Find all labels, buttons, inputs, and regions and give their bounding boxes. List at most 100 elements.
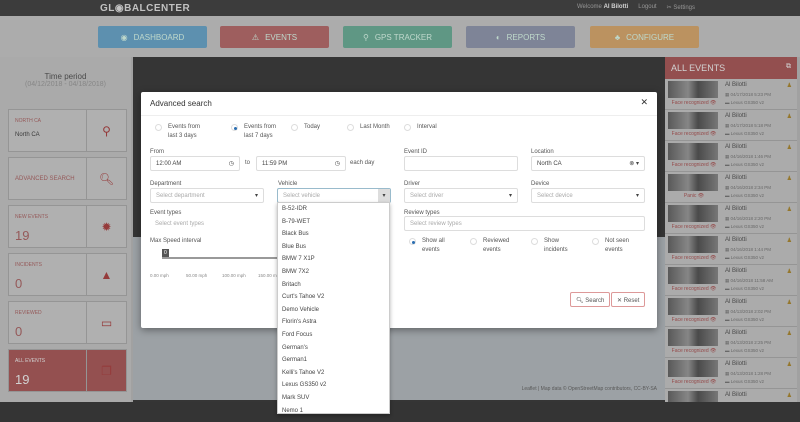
search-icon[interactable]: 🔍︎ xyxy=(86,158,126,199)
to-time-input[interactable]: 11:59 PM ◷ xyxy=(256,156,346,171)
event-thumbnail[interactable] xyxy=(668,236,718,253)
eye-icon[interactable]: 👁︎ xyxy=(708,348,717,354)
radio-button[interactable] xyxy=(470,238,477,245)
event-thumbnail[interactable] xyxy=(668,205,718,222)
vehicle-option[interactable]: German's xyxy=(282,344,308,351)
vehicle-option[interactable]: Kelli's Tahoe V2 xyxy=(282,369,325,376)
close-icon[interactable]: ✕ xyxy=(640,97,648,107)
review-filter-radio[interactable]: Show all events xyxy=(409,237,454,255)
vehicle-option[interactable]: B-52-IDR xyxy=(282,206,308,212)
nav-events[interactable]: ⚠ EVENTS xyxy=(220,26,329,48)
event-thumbnail[interactable] xyxy=(668,298,718,315)
radio-button[interactable] xyxy=(592,238,599,245)
device-select[interactable]: Select device ▾ xyxy=(531,188,645,203)
event-list-item[interactable]: Panic 👁︎ Al Bilotti ▦ 04/16/2018 2:34 PM ▬ … xyxy=(665,172,797,203)
map-attribution[interactable]: Leaflet | Map data © OpenStreetMap contr… xyxy=(521,386,657,392)
radio-button[interactable] xyxy=(291,124,298,131)
logout-link[interactable]: Logout xyxy=(638,4,657,10)
event-list-item[interactable]: Face recognized 👁︎ Al Bilotti ▦ 04/16/2018… xyxy=(665,234,797,265)
vehicle-option[interactable]: Curt's Tahoe V2 xyxy=(282,294,325,301)
review-filter-radio[interactable]: Reviewed events xyxy=(470,237,515,255)
folder-icon[interactable]: ❐ xyxy=(86,350,126,391)
sidebar-card-new-events[interactable]: NEW EVENTS 19 ✹ xyxy=(8,205,127,248)
radio-button[interactable] xyxy=(404,124,411,131)
eye-icon[interactable]: 👁︎ xyxy=(708,100,717,106)
vehicle-option[interactable]: Florin's Astra xyxy=(282,319,317,326)
event-thumbnail[interactable] xyxy=(668,112,718,129)
period-radio[interactable]: Events from last 7 days xyxy=(231,123,284,141)
clock-icon[interactable]: ◷ xyxy=(228,161,234,167)
period-radio[interactable]: Interval xyxy=(404,123,457,132)
time-period-range[interactable]: (04/12/2018 - 04/18/2018) xyxy=(25,81,106,88)
sidebar-card-reviewed[interactable]: REVIEWED 0 ▭ xyxy=(8,301,127,344)
event-list-item[interactable]: Face recognized 👁︎ Al Bilotti ▦ 04/17/2018… xyxy=(665,110,797,141)
eye-icon[interactable]: 👁︎ xyxy=(708,286,717,292)
vehicle-option[interactable]: German1 xyxy=(282,357,308,364)
vehicle-option[interactable]: BMW 7X2 xyxy=(282,268,310,275)
period-radio[interactable]: Events from last 3 days xyxy=(155,123,208,141)
radio-button[interactable] xyxy=(409,238,416,245)
period-radio[interactable]: Today xyxy=(291,123,344,132)
vehicle-option[interactable]: Mark SUV xyxy=(282,394,310,401)
alert-badge-icon[interactable]: ✹ xyxy=(86,206,126,247)
event-types-input[interactable]: Select event types xyxy=(150,217,280,232)
event-id-input[interactable] xyxy=(404,156,518,171)
eye-icon[interactable]: 👁︎ xyxy=(708,224,717,230)
vehicle-dropdown-list[interactable]: B-52-IDR B-79-WET Black Bus Blue Bus BMW 7 X… xyxy=(277,202,390,414)
nav-gps-tracker[interactable]: ⚲ GPS TRACKER xyxy=(343,26,452,48)
location-select[interactable]: North CA ⊗ ▾ xyxy=(531,156,645,171)
period-radio[interactable]: Last Month xyxy=(347,123,400,132)
eye-icon[interactable]: 👁︎ xyxy=(696,193,705,199)
card-value[interactable]: North CA xyxy=(15,132,40,138)
vehicle-option[interactable]: B-79-WET xyxy=(282,218,311,225)
eye-icon[interactable]: 👁︎ xyxy=(708,162,717,168)
vehicle-select[interactable]: Select vehicle ▾ xyxy=(277,188,391,203)
event-thumbnail[interactable] xyxy=(668,360,718,377)
sidebar-card-all-events[interactable]: ALL EVENTS 19 ❐ xyxy=(8,349,127,392)
eye-icon[interactable]: 👁︎ xyxy=(708,317,717,323)
vehicle-option[interactable]: Demo Vehicle xyxy=(282,306,320,313)
review-filter-radio[interactable]: Show incidents xyxy=(531,237,576,255)
event-thumbnail[interactable] xyxy=(668,329,718,346)
event-list-item[interactable]: Face recognized 👁︎ Al Bilotti ▦ 04/17/2018… xyxy=(665,79,797,110)
radio-button[interactable] xyxy=(231,124,238,131)
driver-select[interactable]: Select driver ▾ xyxy=(404,188,518,203)
radio-button[interactable] xyxy=(155,124,162,131)
filter-icon[interactable]: ⧉ xyxy=(786,63,791,70)
speed-slider-handle[interactable]: 0 xyxy=(162,249,169,257)
event-list-item[interactable]: Face recognized 👁︎ Al Bilotti ▦ 04/16/2018… xyxy=(665,203,797,234)
event-list-item[interactable]: Face recognized 👁︎ Al Bilotti ▦ 04/13/2018… xyxy=(665,296,797,327)
nav-dashboard[interactable]: ◉ DASHBOARD xyxy=(98,26,207,48)
eye-icon[interactable]: 👁︎ xyxy=(708,131,717,137)
event-list-item[interactable]: Face recognized 👁︎ Al Bilotti ▦ 04/16/2018… xyxy=(665,265,797,296)
monitor-icon[interactable]: ▭ xyxy=(86,302,126,343)
from-time-input[interactable]: 12:00 AM ◷ xyxy=(150,156,240,171)
speed-slider-track[interactable] xyxy=(162,257,277,259)
vehicle-option[interactable]: Blue Bus xyxy=(282,243,307,250)
event-list-item[interactable]: Face recognized 👁︎ Al Bilotti ▦ 04/16/2018… xyxy=(665,141,797,172)
event-thumbnail[interactable] xyxy=(668,143,718,160)
review-filter-radio[interactable]: Not seen events xyxy=(592,237,637,255)
event-list-item[interactable]: Al Bilotti ♟ xyxy=(665,389,797,402)
sidebar-card-north-ca[interactable]: NORTH CA North CA ⚲ xyxy=(8,109,127,152)
vehicle-option[interactable]: Lexus GS350 v2 xyxy=(282,382,327,389)
reset-button[interactable]: ✕ Reset xyxy=(611,292,646,307)
sidebar-card-incidents[interactable]: INCIDENTS 0 ▲ xyxy=(8,253,127,296)
event-list-item[interactable]: Face recognized 👁︎ Al Bilotti ▦ 04/13/2018… xyxy=(665,358,797,389)
eye-icon[interactable]: 👁︎ xyxy=(708,379,717,385)
event-thumbnail[interactable] xyxy=(668,391,718,402)
vehicle-option[interactable]: BMW 7 X1P xyxy=(282,256,315,263)
search-button[interactable]: 🔍︎ Search xyxy=(570,292,611,307)
clock-icon[interactable]: ◷ xyxy=(334,161,340,167)
radio-button[interactable] xyxy=(531,238,538,245)
event-list-item[interactable]: Face recognized 👁︎ Al Bilotti ▦ 04/13/2018… xyxy=(665,327,797,358)
vehicle-option[interactable]: Britach xyxy=(282,281,301,288)
vehicle-option[interactable]: Nemo 1 xyxy=(282,407,304,414)
eye-icon[interactable]: 👁︎ xyxy=(708,255,717,261)
settings-link[interactable]: ✂ Settings xyxy=(666,5,695,11)
event-thumbnail[interactable] xyxy=(668,267,718,284)
vehicle-option[interactable]: Black Bus xyxy=(282,231,309,238)
nav-reports[interactable]: ◐ REPORTS xyxy=(466,26,575,48)
radio-button[interactable] xyxy=(347,124,354,131)
map-pin-icon[interactable]: ⚲ xyxy=(86,110,126,151)
